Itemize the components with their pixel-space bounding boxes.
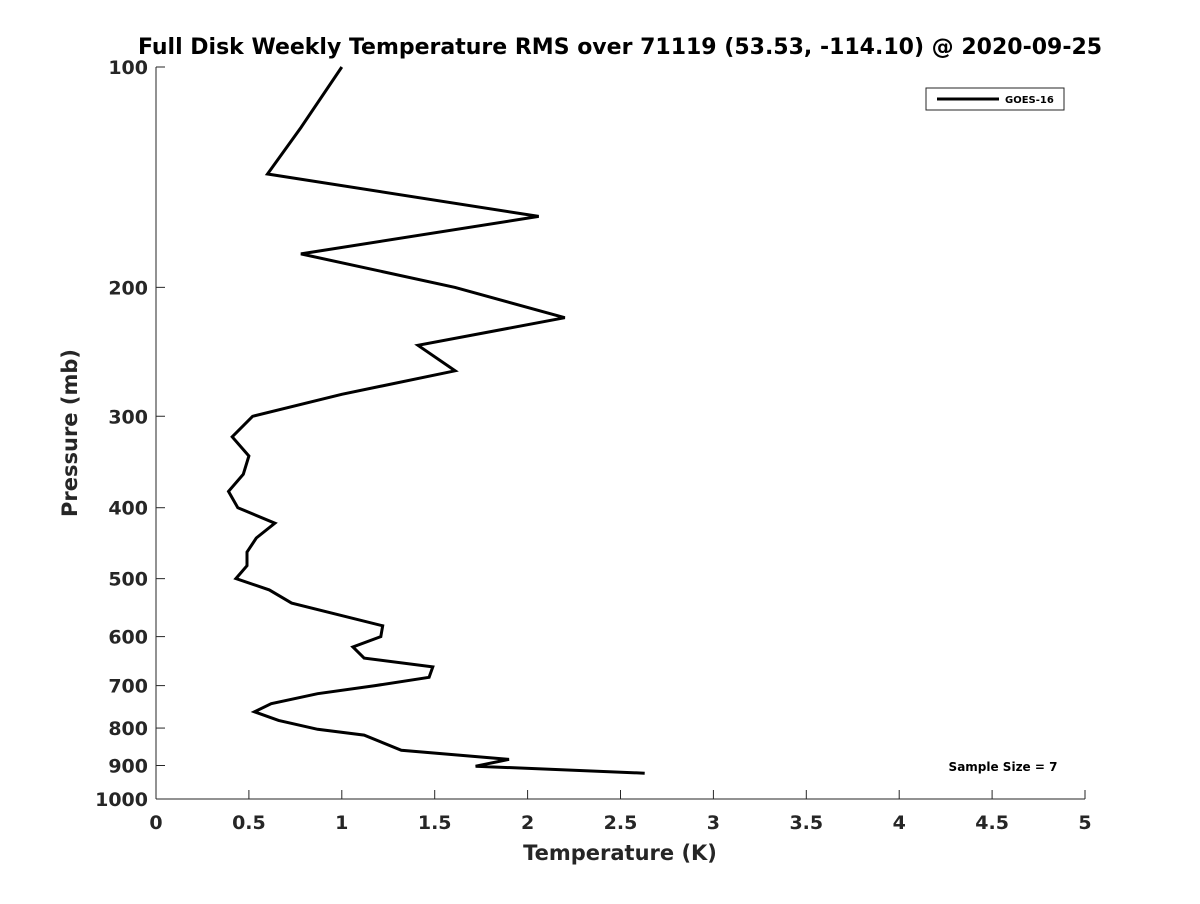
y-tick-label: 100 xyxy=(108,57,148,79)
y-tick-label: 300 xyxy=(108,406,148,428)
x-axis-label: Temperature (K) xyxy=(523,841,717,865)
y-tick-label: 1000 xyxy=(95,789,148,811)
x-tick-label: 1 xyxy=(335,812,348,834)
x-tick-label: 4 xyxy=(893,812,906,834)
x-tick-label: 3 xyxy=(707,812,720,834)
y-axis-label: Pressure (mb) xyxy=(58,349,82,517)
y-tick-label: 400 xyxy=(108,498,148,520)
y-tick-label: 600 xyxy=(108,627,148,649)
x-tick-label: 0.5 xyxy=(232,812,266,834)
y-tick-label: 500 xyxy=(108,569,148,591)
y-tick-label: 200 xyxy=(108,277,148,299)
x-tick-label: 2.5 xyxy=(604,812,638,834)
x-tick-label: 0 xyxy=(149,812,162,834)
legend: GOES-16 xyxy=(925,87,1065,111)
x-tick-label: 2 xyxy=(521,812,534,834)
y-tick-label: 700 xyxy=(108,676,148,698)
legend-entry-goes-16: GOES-16 xyxy=(1005,95,1054,106)
y-tick-label: 800 xyxy=(108,718,148,740)
x-tick-label: 4.5 xyxy=(975,812,1009,834)
x-tick-label: 5 xyxy=(1078,812,1091,834)
series-line-goes-16 xyxy=(226,66,645,775)
y-tick-label: 900 xyxy=(108,756,148,778)
chart-title: Full Disk Weekly Temperature RMS over 71… xyxy=(138,35,1102,60)
sample-size-annotation: Sample Size = 7 xyxy=(949,760,1058,774)
x-tick-label: 1.5 xyxy=(418,812,452,834)
x-tick-label: 3.5 xyxy=(789,812,823,834)
